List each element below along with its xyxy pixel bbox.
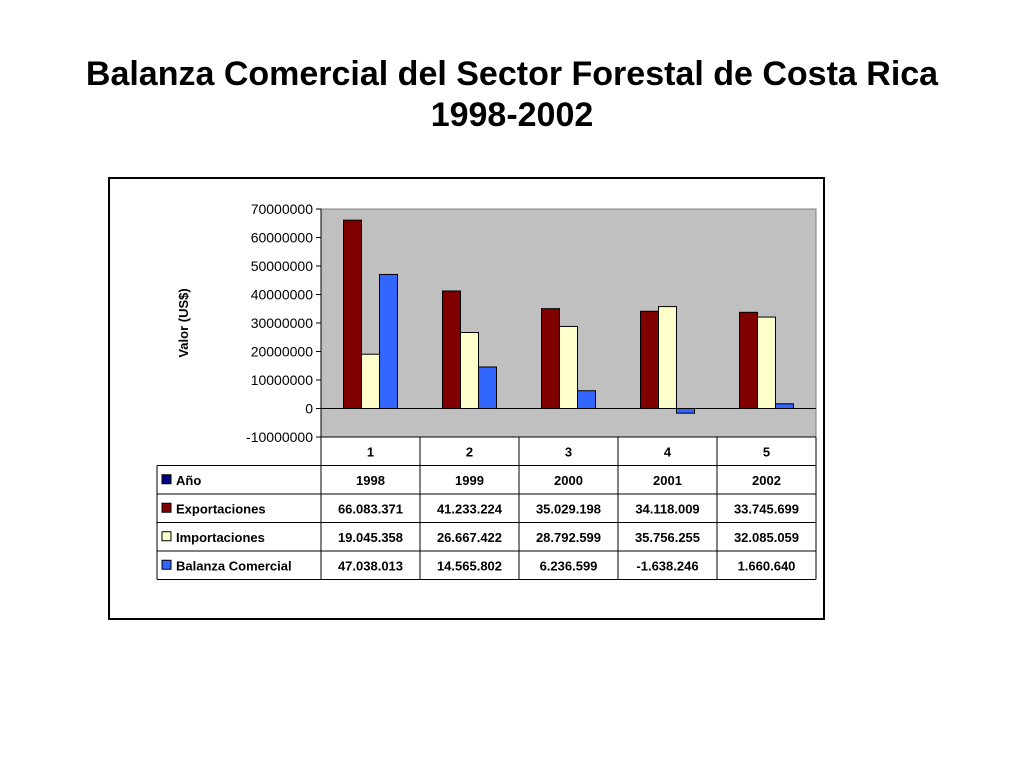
bar: [658, 306, 677, 409]
chart-frame: -10000000 0 10000000 20000000 30000000 400000…: [108, 177, 825, 620]
y-tick-label: 70000000: [251, 201, 314, 217]
data-label: 2000: [554, 473, 583, 488]
y-tick-label: 30000000: [251, 315, 314, 331]
legend-label: Año: [176, 473, 201, 488]
bar: [739, 311, 758, 409]
data-label: 1998: [356, 473, 385, 488]
y-tick-label: 0: [305, 401, 313, 417]
bar: [361, 353, 380, 410]
data-label: 47.038.013: [338, 558, 403, 573]
data-label: 26.667.422: [437, 530, 502, 545]
bar: [343, 219, 362, 409]
data-label: 2002: [752, 473, 781, 488]
legend-label: Importaciones: [176, 530, 265, 545]
data-label: 14.565.802: [437, 558, 502, 573]
bar: [541, 308, 560, 409]
x-tick-label: 4: [664, 444, 672, 459]
bar: [379, 273, 398, 409]
data-label: 32.085.059: [734, 530, 799, 545]
y-tick-label: 20000000: [251, 344, 314, 360]
legend-swatch: [161, 474, 172, 485]
bar: [757, 316, 776, 410]
x-tick-label: 3: [565, 444, 572, 459]
data-label: 33.745.699: [734, 501, 799, 516]
data-label: 35.029.198: [536, 501, 601, 516]
y-axis-title: Valor (US$): [176, 288, 191, 357]
title-line-1: Balanza Comercial del Sector Forestal de…: [85, 55, 939, 93]
bar: [478, 366, 497, 409]
x-tick-label: 5: [763, 444, 770, 459]
bar-chart: -10000000 0 10000000 20000000 30000000 400000…: [156, 201, 817, 580]
data-label: 41.233.224: [437, 501, 503, 516]
data-label: 19.045.358: [338, 530, 403, 545]
bar: [775, 403, 794, 410]
data-label: 1999: [455, 473, 484, 488]
bar: [460, 331, 479, 409]
x-tick-label: 2: [466, 444, 473, 459]
data-label: 34.118.009: [635, 501, 699, 516]
legend-swatch: [161, 502, 172, 513]
data-label: 35.756.255: [635, 530, 700, 545]
data-label: 66.083.371: [338, 501, 403, 516]
data-label: 28.792.599: [536, 530, 601, 545]
y-tick-label: 40000000: [251, 287, 314, 303]
legend-swatch: [161, 559, 172, 570]
x-tick-label: 1: [367, 444, 374, 459]
bar: [559, 325, 578, 409]
title-line-2: 1998-2002: [430, 96, 594, 134]
y-tick-label: 60000000: [251, 230, 314, 246]
legend-label: Exportaciones: [176, 501, 266, 516]
data-label: 2001: [653, 473, 682, 488]
data-label: 6.236.599: [540, 558, 598, 573]
y-tick-label: 10000000: [251, 372, 314, 388]
y-tick-label: 50000000: [251, 258, 314, 274]
data-label: -1.638.246: [636, 558, 698, 573]
legend-label: Balanza Comercial: [176, 558, 292, 573]
legend-swatch: [161, 531, 172, 542]
bar: [442, 290, 461, 409]
bar: [640, 310, 659, 409]
y-tick-label: -10000000: [246, 429, 313, 445]
bar: [577, 390, 596, 409]
bar: [676, 408, 695, 414]
data-label: 1.660.640: [738, 558, 796, 573]
page-title: Balanza Comercial del Sector Forestal de…: [0, 54, 1024, 136]
